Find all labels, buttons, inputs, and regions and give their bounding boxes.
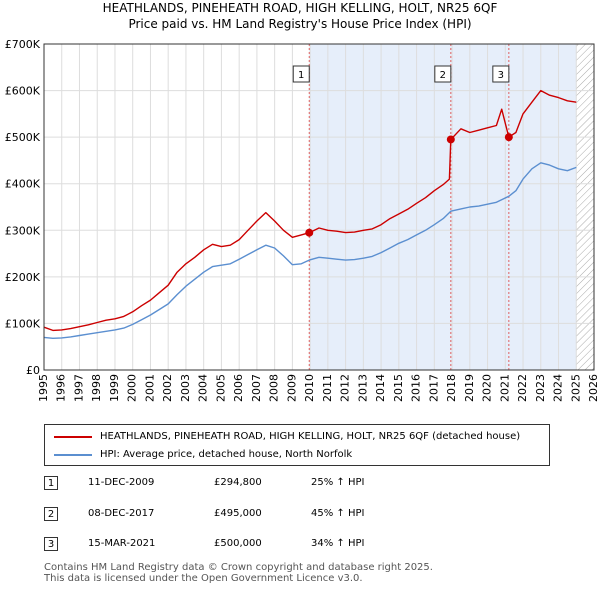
- x-tick-label: 2003: [179, 374, 192, 402]
- x-tick-label: 1998: [90, 374, 103, 402]
- x-tick-label: 2020: [481, 374, 494, 402]
- x-tick-label: 1995: [37, 374, 50, 402]
- transaction-date: 11-DEC-2009: [88, 477, 155, 488]
- y-tick-label: £400K: [5, 178, 41, 191]
- x-tick-label: 2015: [392, 374, 405, 402]
- property-line: [43, 89, 577, 332]
- x-tick-label: 2017: [427, 374, 440, 402]
- transaction-price: £495,000: [214, 508, 262, 519]
- y-tick-label: £100K: [5, 317, 41, 330]
- y-tick-label: £200K: [5, 271, 41, 284]
- marker-label-box: [292, 65, 310, 83]
- transaction-hpi-change: 34% ↑ HPI: [311, 538, 365, 549]
- sale-point: [305, 228, 314, 237]
- x-tick-label: 2025: [569, 374, 582, 402]
- sale-point: [446, 135, 455, 144]
- transaction-date: 15-MAR-2021: [88, 538, 156, 549]
- plot-frame: [43, 43, 595, 371]
- footer-copyright: Contains HM Land Registry data © Crown c…: [44, 562, 433, 573]
- x-tick-label: 2014: [374, 374, 387, 402]
- x-tick-label: 2004: [197, 374, 210, 402]
- x-tick-label: 2012: [339, 374, 352, 402]
- forecast-hatch: [576, 44, 594, 370]
- marker-label: 1: [298, 70, 304, 81]
- footer-licence: This data is licensed under the Open Gov…: [44, 573, 363, 584]
- transaction-number-badge: 2: [44, 507, 58, 521]
- x-tick-label: 2008: [268, 374, 281, 402]
- x-tick-label: 2019: [463, 374, 476, 402]
- legend-item-hpi: HPI: Average price, detached house, Nort…: [45, 446, 545, 464]
- x-tick-label: 1996: [55, 374, 68, 402]
- y-tick-label: £500K: [5, 131, 41, 144]
- x-tick-label: 2018: [445, 374, 458, 402]
- x-tick-label: 2001: [143, 374, 156, 402]
- x-tick-label: 2010: [303, 374, 316, 402]
- x-tick-label: 2026: [587, 374, 600, 402]
- x-tick-label: 2011: [321, 374, 334, 402]
- x-tick-label: 2000: [126, 374, 139, 402]
- legend-label-hpi: HPI: Average price, detached house, Nort…: [100, 449, 353, 460]
- legend-swatch-property: [54, 436, 92, 438]
- x-tick-label: 2024: [552, 374, 565, 402]
- x-tick-label: 1997: [72, 374, 85, 402]
- x-tick-label: 2009: [285, 374, 298, 402]
- transaction-number-badge: 1: [44, 476, 58, 490]
- hpi-line: [43, 162, 577, 339]
- x-tick-label: 2002: [161, 374, 174, 402]
- x-tick-label: 2021: [498, 374, 511, 402]
- transaction-hpi-change: 45% ↑ HPI: [311, 508, 365, 519]
- chart-title: HEATHLANDS, PINEHEATH ROAD, HIGH KELLING…: [102, 1, 498, 15]
- transaction-number-badge: 3: [44, 537, 58, 551]
- x-tick-label: 2007: [250, 374, 263, 402]
- transaction-price: £294,800: [214, 477, 262, 488]
- x-tick-label: 1999: [108, 374, 121, 402]
- marker-label-box: [492, 65, 510, 83]
- x-tick-label: 2016: [410, 374, 423, 402]
- x-tick-label: 2022: [516, 374, 529, 402]
- y-tick-label: £0: [26, 364, 40, 377]
- legend-swatch-hpi: [54, 454, 92, 456]
- x-tick-label: 2006: [232, 374, 245, 402]
- transaction-date: 08-DEC-2017: [88, 508, 155, 519]
- legend-label-property: HEATHLANDS, PINEHEATH ROAD, HIGH KELLING…: [100, 431, 521, 442]
- legend: HEATHLANDS, PINEHEATH ROAD, HIGH KELLING…: [44, 424, 550, 466]
- transaction-price: £500,000: [214, 538, 262, 549]
- marker-label: 3: [498, 70, 504, 81]
- legend-item-property: HEATHLANDS, PINEHEATH ROAD, HIGH KELLING…: [45, 428, 545, 446]
- chart-subtitle: Price paid vs. HM Land Registry's House …: [128, 17, 472, 31]
- price-chart: £0 £100K £200K £300K £400K £500K £600K £700K 199…: [5, 38, 600, 402]
- x-tick-label: 2023: [534, 374, 547, 402]
- transaction-hpi-change: 25% ↑ HPI: [311, 477, 365, 488]
- y-tick-label: £700K: [5, 38, 41, 51]
- x-tick-label: 2013: [356, 374, 369, 402]
- sale-point: [504, 133, 513, 142]
- marker-label-box: [434, 65, 452, 83]
- shaded-period: [309, 44, 577, 370]
- y-tick-label: £300K: [5, 224, 41, 237]
- y-tick-label: £600K: [5, 85, 41, 98]
- x-tick-label: 2005: [214, 374, 227, 402]
- marker-label: 2: [440, 70, 446, 81]
